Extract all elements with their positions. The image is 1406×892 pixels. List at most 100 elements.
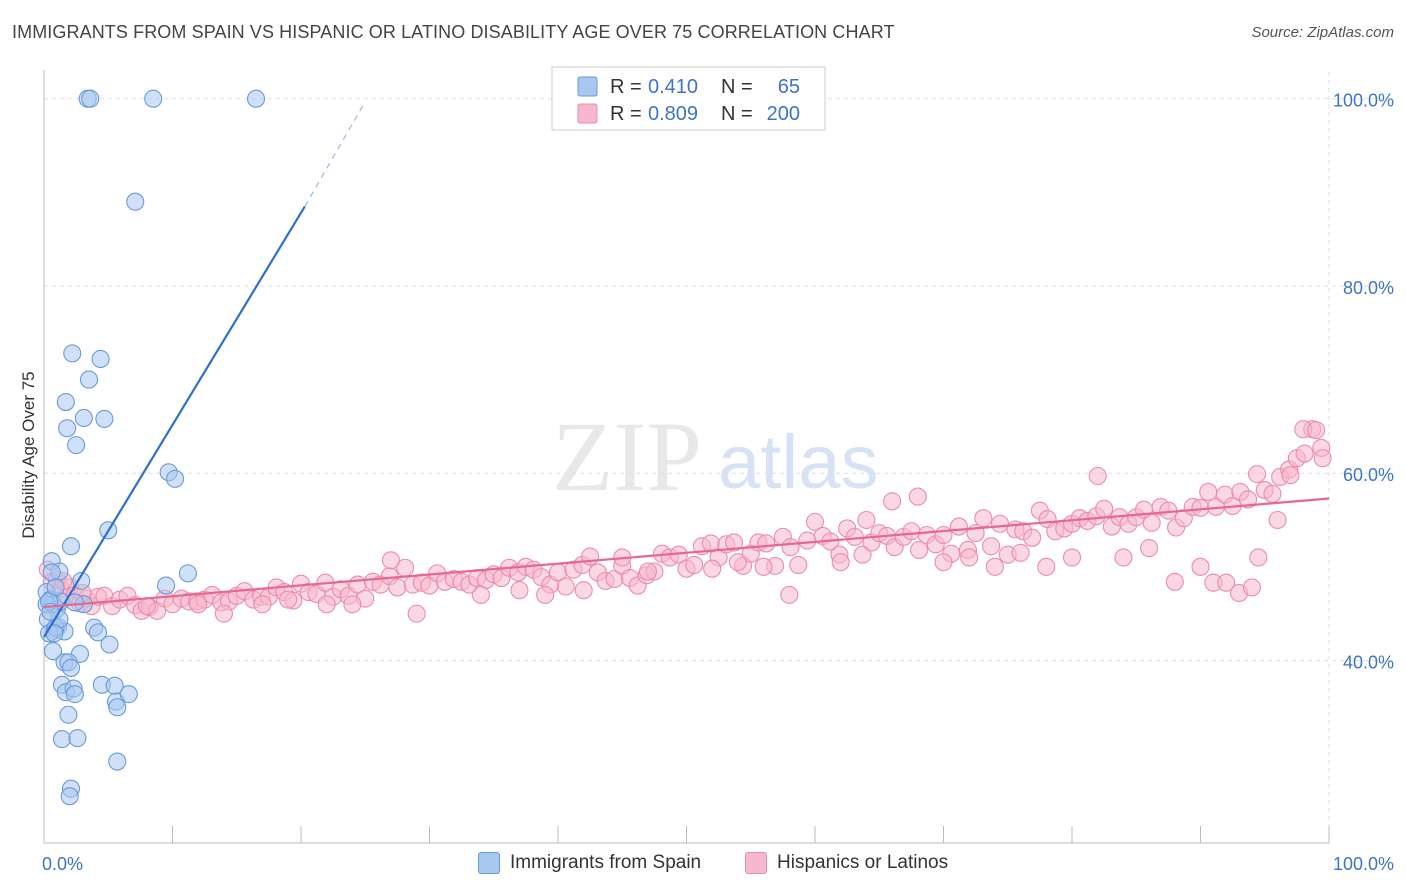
spain-point [88,623,108,642]
y-tick-label: 60.0% [1343,465,1394,485]
spain-point [42,563,61,582]
hispanics-point [831,553,850,572]
hispanics-point [1268,510,1287,530]
legend-r-value-hispanics: 0.809 [648,103,698,125]
spain-point [126,192,145,211]
hispanics-point [214,604,233,623]
y-tick-labels: 40.0% 60.0% 80.0% 100.0% [1333,91,1394,673]
hispanics-point [949,517,968,536]
spain-point [59,705,78,724]
hispanics-point [189,595,208,614]
legend-n-label: N = [721,76,753,98]
spain-point [56,393,75,412]
spain-point [52,730,72,749]
spain-point [144,89,163,108]
legend-swatch-hispanics [577,103,598,124]
legend-swatch-spain [478,852,500,874]
hispanics-point [317,595,336,614]
hispanics-point [981,537,1001,556]
hispanics-trend-line [43,497,1330,609]
spain-point [108,698,127,717]
hispanics-point [471,585,490,604]
spain-trend-extension [304,101,366,207]
legend-label-hispanics: Hispanics or Latinos [777,852,949,873]
hispanics-point [724,533,744,552]
spain-point [100,635,119,654]
legend-n-value-hispanics: 200 [767,103,800,125]
y-tick-label: 100.0% [1333,91,1394,111]
spain-point [63,344,82,363]
hispanics-point [1088,466,1107,486]
hispanics-point [728,553,747,572]
hispanics-point [789,555,808,574]
hispanics-point [1062,548,1082,567]
legend-n-label: N = [721,103,753,125]
hispanics-point [343,595,362,614]
spain-point [45,624,64,643]
hispanics-point [1307,421,1326,440]
legend-r-label: R = [610,103,642,125]
hispanics-point [638,562,658,581]
hispanics-point [857,510,876,530]
hispanics-point [883,492,902,511]
hispanics-point [1011,543,1030,562]
spain-point [95,409,114,428]
spain-point [81,89,100,108]
series-hispanics-points [38,420,1332,623]
spain-point [74,408,93,428]
hispanics-point [1217,573,1236,592]
x-tick-label-max: 100.0% [1333,854,1394,874]
hispanics-point [381,551,401,570]
legend-item-hispanics: Hispanics or Latinos [745,852,948,874]
x-tick-labels: 0.0% 100.0% [42,854,1394,874]
hispanics-point [1095,499,1114,518]
hispanics-point [1249,548,1268,567]
hispanics-point [798,531,817,550]
hispanics-point [510,581,529,600]
hispanics-point [1263,484,1282,503]
legend-r-value-spain: 0.410 [648,76,698,98]
legend-item-spain: Immigrants from Spain [478,852,701,874]
legend-n-value-spain: 65 [778,76,800,98]
legend-swatch-spain [577,76,598,97]
spain-point [166,469,185,488]
legend-swatch-hispanics [745,852,767,874]
hispanics-point [1281,466,1300,485]
hispanics-point [974,509,993,528]
chart-source: Source: ZipAtlas.com [1251,24,1394,41]
spain-point [61,658,81,677]
hispanics-point [1191,557,1210,576]
hispanics-point [781,538,800,557]
hispanics-point [1023,528,1042,547]
x-tick-label-min: 0.0% [42,854,83,874]
hispanics-point [703,559,722,578]
spain-point [91,349,110,369]
spain-point [67,436,86,455]
axes [43,70,1330,844]
hispanics-point [574,581,593,600]
zipatlas-watermark: ZIP atlas [552,401,879,512]
hispanics-point [1247,465,1267,484]
hispanics-point [853,545,872,564]
hispanics-point [757,534,776,553]
hispanics-point [1114,548,1133,567]
hispanics-point [902,522,921,541]
hispanics-point [934,553,953,572]
spain-point [65,685,84,704]
hispanics-point [279,590,298,609]
y-tick-label: 80.0% [1343,278,1394,298]
spain-point [157,576,176,595]
spain-point [43,642,63,661]
hispanics-point [990,514,1010,533]
hispanics-point [1238,490,1258,509]
spain-point [61,537,81,556]
hispanics-point [805,512,825,531]
trend-lines [43,101,1330,638]
hispanics-point [1142,513,1161,532]
hispanics-point [908,487,927,506]
legend-r-label: R = [610,76,642,98]
spain-point [58,419,77,438]
y-axis-title: Disability Age Over 75 [19,371,38,538]
spain-point [65,593,84,612]
